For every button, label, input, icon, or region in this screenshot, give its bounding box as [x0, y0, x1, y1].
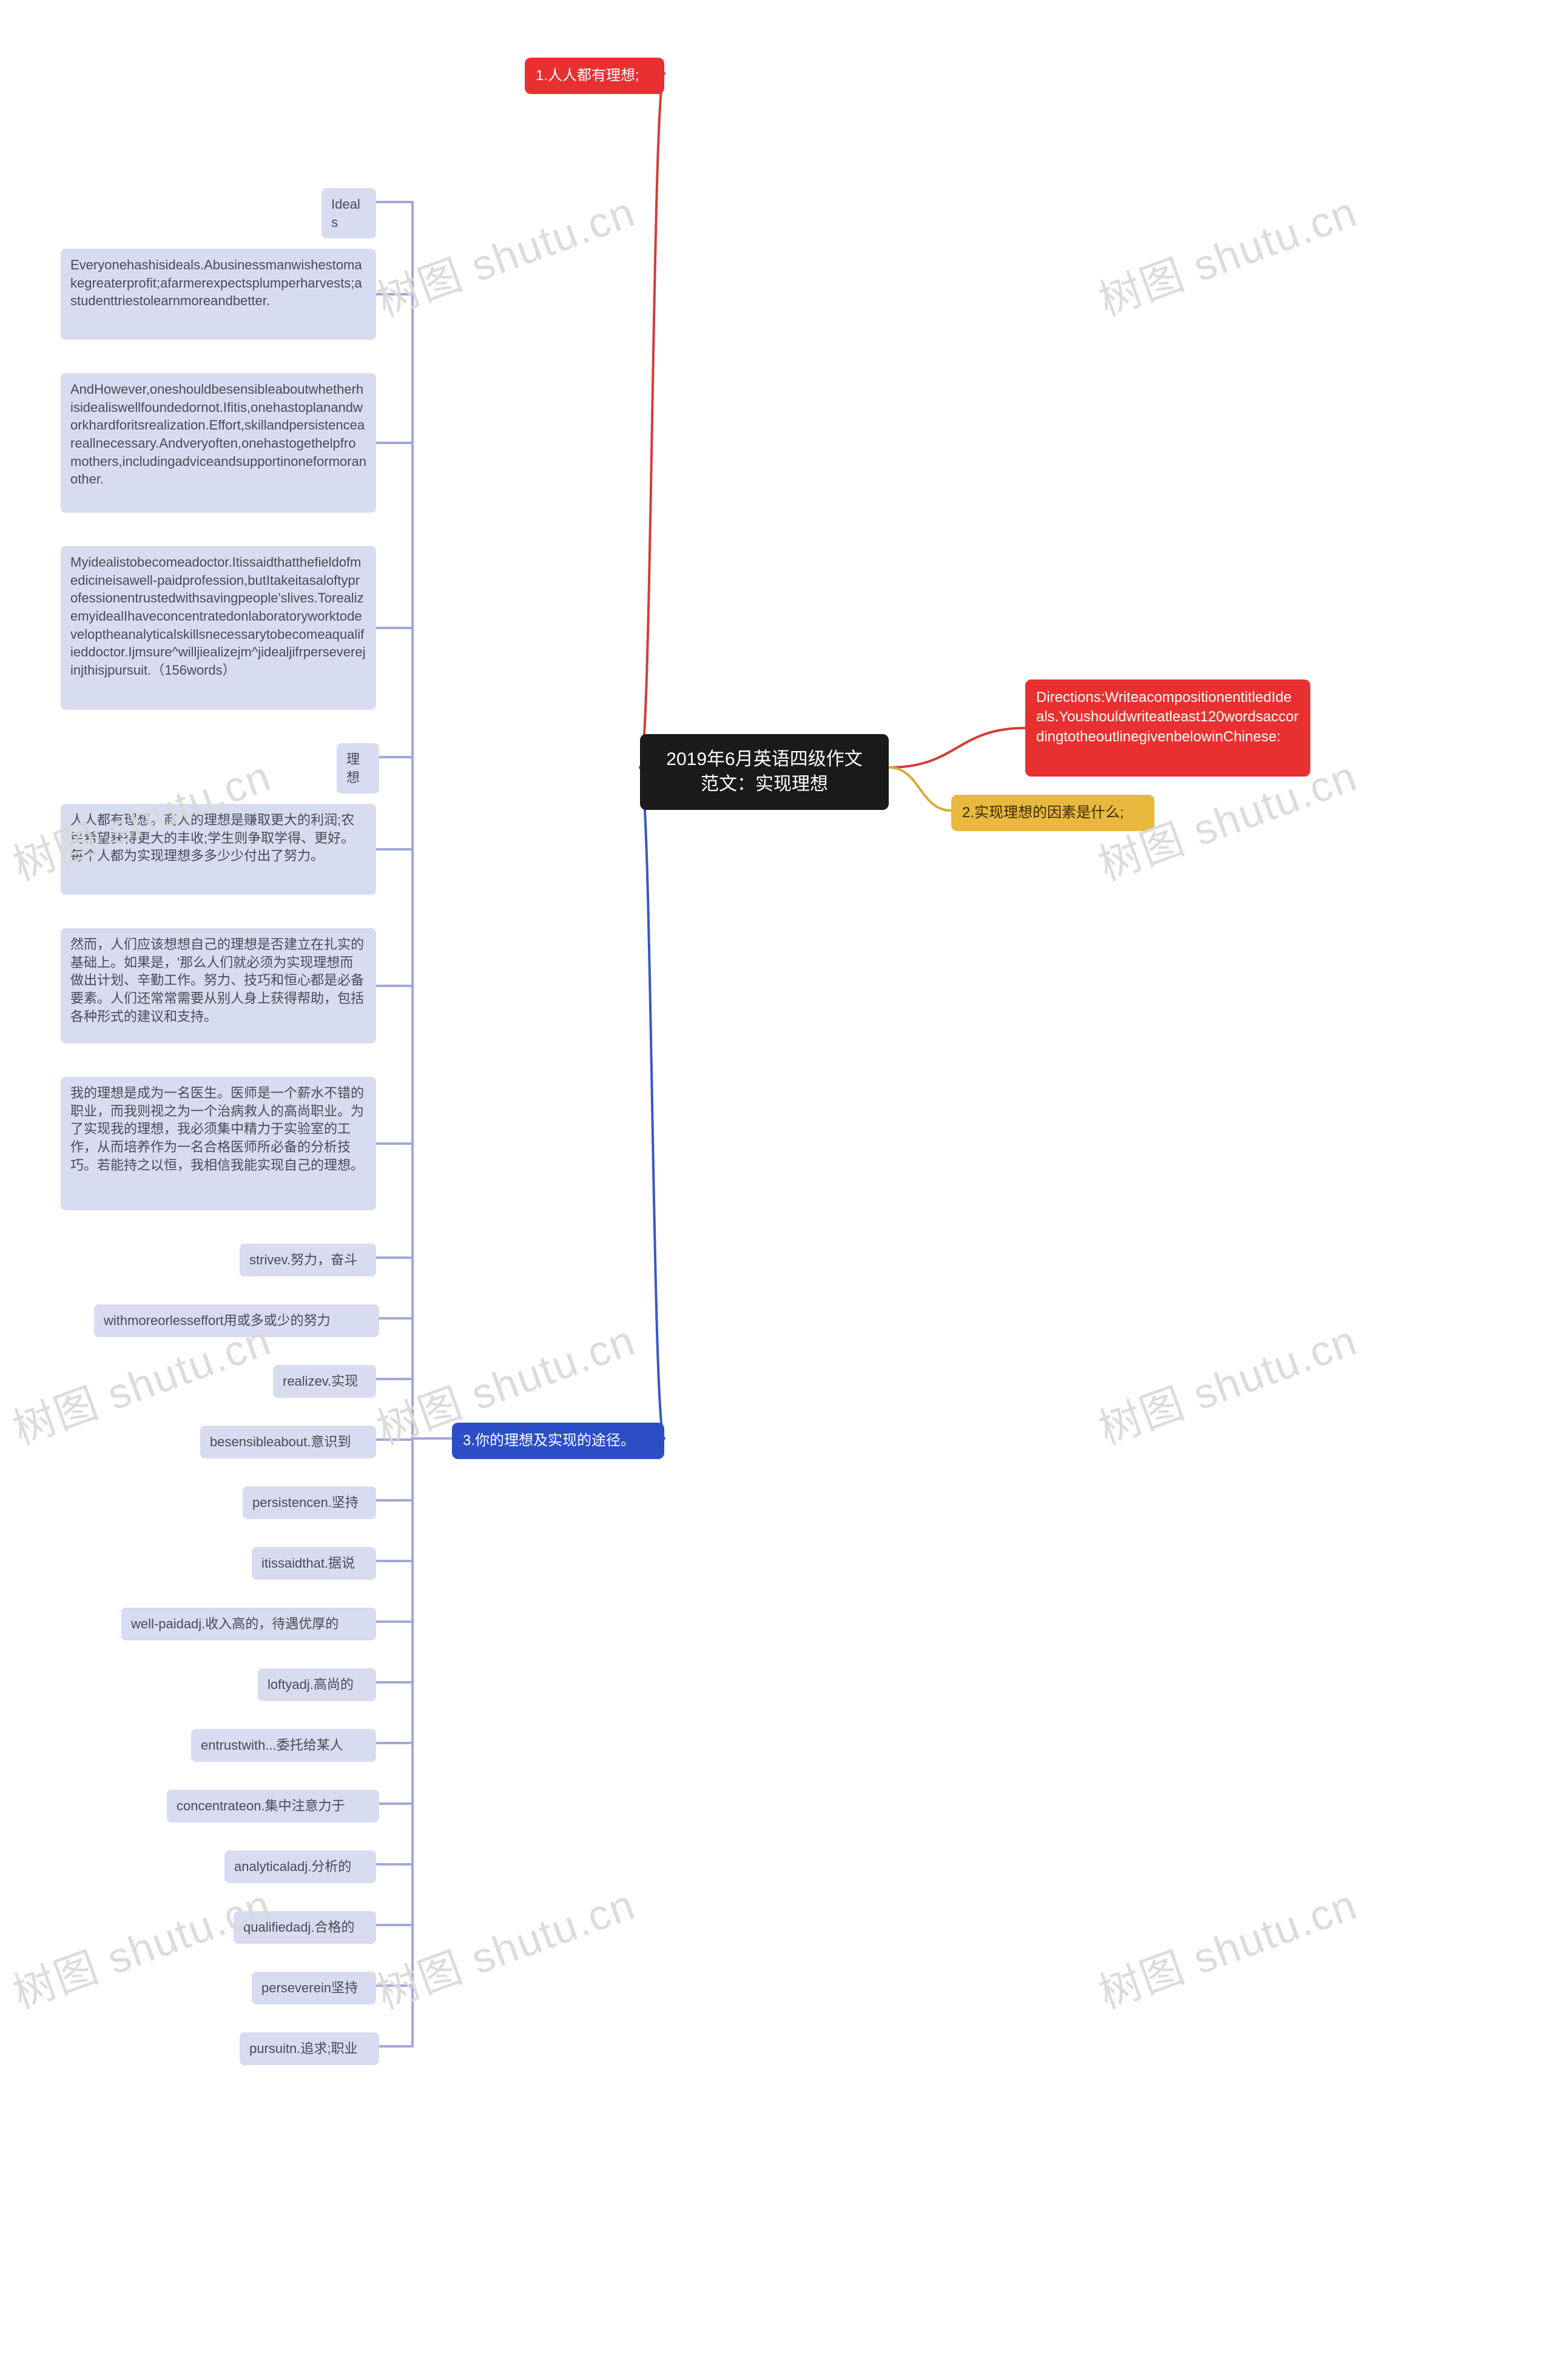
root-text: 2019年6月英语四级作文 范文：实现理想: [666, 749, 862, 794]
leaf-node: concentrateon.集中注意力于: [167, 1790, 379, 1822]
leaf-text: 我的理想是成为一名医生。医师是一个薪水不错的职业，而我则视之为一个治病救人的高尚…: [70, 1085, 364, 1173]
leaf-node: loftyadj.高尚的: [258, 1668, 376, 1701]
leaf-text: 理想: [346, 752, 360, 785]
leaf-node: perseverein坚持: [252, 1972, 376, 2004]
watermark: 树图 shutu.cn: [367, 1871, 642, 2021]
leaf-text: loftyadj.高尚的: [268, 1677, 354, 1692]
leaf-text: perseverein坚持: [261, 1980, 358, 1995]
leaf-text: well-paidadj.收入高的，待遇优厚的: [131, 1616, 339, 1631]
leaf-text: 人人都有理想。商人的理想是赚取更大的利润;农民希望获得更大的丰收;学生则争取学得…: [70, 812, 354, 863]
leaf-node: pursuitn.追求;职业: [240, 2032, 379, 2065]
right-node-directions-text: Directions:WriteacompositionentitledIdea…: [1036, 689, 1299, 745]
watermark: 树图 shutu.cn: [367, 178, 642, 328]
leaf-text: entrustwith...委托给某人: [201, 1738, 343, 1753]
leaf-text: realizev.实现: [283, 1374, 358, 1389]
leaf-node: 人人都有理想。商人的理想是赚取更大的利润;农民希望获得更大的丰收;学生则争取学得…: [61, 804, 376, 895]
watermark: 树图 shutu.cn: [1089, 178, 1364, 328]
leaf-text: Myidealistobecomeadoctor.Itissaidthatthe…: [70, 555, 366, 678]
leaf-node: strivev.努力，奋斗: [240, 1244, 376, 1276]
leaf-text: Ideals: [331, 197, 360, 230]
leaf-node: well-paidadj.收入高的，待遇优厚的: [121, 1608, 376, 1640]
leaf-node: entrustwith...委托给某人: [191, 1729, 376, 1762]
leaf-text: qualifiedadj.合格的: [243, 1920, 354, 1935]
left-node-everyone: 1.人人都有理想;: [525, 58, 664, 94]
leaf-node: analyticaladj.分析的: [224, 1850, 376, 1883]
leaf-node: withmoreorlesseffort用或多或少的努力: [94, 1304, 379, 1337]
leaf-node: besensibleabout.意识到: [200, 1426, 376, 1458]
leaf-text: 然而，人们应该想想自己的理想是否建立在扎实的基础上。如果是，'那么人们就必须为实…: [70, 937, 364, 1024]
left-node-your-ideal-text: 3.你的理想及实现的途径。: [463, 1432, 635, 1449]
leaf-node: realizev.实现: [273, 1365, 376, 1398]
leaf-text: analyticaladj.分析的: [234, 1859, 351, 1874]
leaf-text: itissaidthat.据说: [261, 1556, 355, 1571]
root-node: 2019年6月英语四级作文 范文：实现理想: [640, 734, 889, 810]
left-node-everyone-text: 1.人人都有理想;: [536, 67, 639, 84]
leaf-text: strivev.努力，奋斗: [249, 1252, 357, 1267]
leaf-text: pursuitn.追求;职业: [249, 2041, 358, 2056]
leaf-node: 我的理想是成为一名医生。医师是一个薪水不错的职业，而我则视之为一个治病救人的高尚…: [61, 1077, 376, 1210]
leaf-node: Myidealistobecomeadoctor.Itissaidthatthe…: [61, 546, 376, 710]
leaf-text: concentrateon.集中注意力于: [177, 1798, 345, 1813]
watermark: 树图 shutu.cn: [1089, 1307, 1364, 1457]
leaf-node: qualifiedadj.合格的: [234, 1911, 376, 1944]
watermark: 树图 shutu.cn: [3, 1871, 278, 2021]
leaf-text: persistencen.坚持: [252, 1495, 359, 1510]
leaf-node: 然而，人们应该想想自己的理想是否建立在扎实的基础上。如果是，'那么人们就必须为实…: [61, 928, 376, 1043]
leaf-node: persistencen.坚持: [243, 1486, 376, 1519]
watermark: 树图 shutu.cn: [1089, 1871, 1364, 2021]
right-node-directions: Directions:WriteacompositionentitledIdea…: [1025, 679, 1310, 777]
leaf-node: itissaidthat.据说: [252, 1547, 376, 1580]
leaf-text: besensibleabout.意识到: [210, 1434, 351, 1449]
leaf-node: 理想: [337, 743, 379, 794]
right-node-factor: 2.实现理想的因素是什么;: [951, 795, 1154, 831]
right-node-factor-text: 2.实现理想的因素是什么;: [962, 804, 1124, 821]
left-node-your-ideal: 3.你的理想及实现的途径。: [452, 1423, 664, 1459]
leaf-text: AndHowever,oneshouldbesensibleaboutwheth…: [70, 382, 366, 487]
leaf-node: Ideals: [322, 188, 376, 238]
leaf-text: Everyonehashisideals.Abusinessmanwishest…: [70, 257, 362, 308]
leaf-text: withmoreorlesseffort用或多或少的努力: [104, 1313, 331, 1328]
leaf-node: AndHowever,oneshouldbesensibleaboutwheth…: [61, 373, 376, 513]
leaf-node: Everyonehashisideals.Abusinessmanwishest…: [61, 249, 376, 340]
